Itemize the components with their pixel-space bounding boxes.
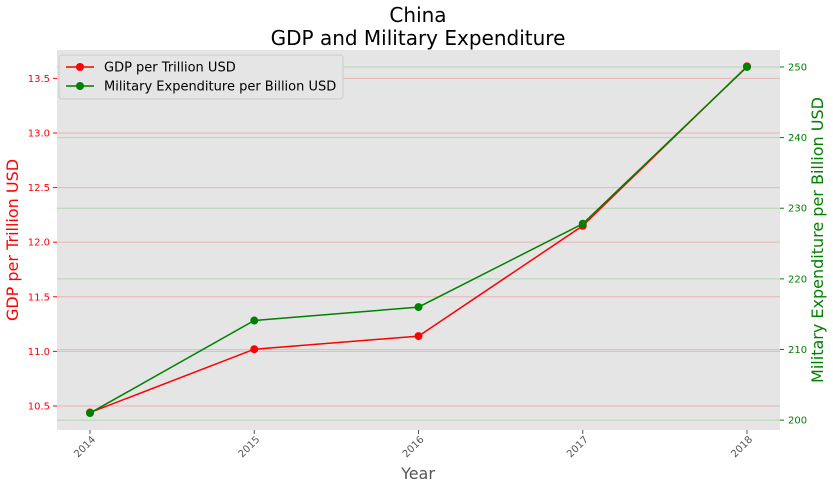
data-point-military (743, 62, 751, 71)
data-point-military (578, 219, 587, 228)
chart-title: China (389, 3, 446, 27)
left-tick-label: 12.5 (28, 183, 50, 194)
legend-marker-military (76, 82, 84, 90)
x-axis-label: Year (400, 464, 435, 483)
left-tick-labels: 10.5 11.0 11.5 12.0 12.5 13.0 13.5 (28, 74, 57, 412)
data-point-military (86, 409, 94, 418)
left-tick-label: 12.0 (28, 238, 50, 249)
right-tick-label: 200 (788, 416, 807, 427)
x-tick-labels: 2014 2015 2016 2017 2018 (72, 430, 755, 460)
legend-box (58, 54, 344, 100)
x-tick-label: 2014 (72, 434, 98, 460)
right-tick-labels: 200 210 220 230 240 250 (780, 62, 807, 427)
x-tick-label: 2018 (729, 434, 755, 460)
x-tick-label: 2017 (565, 434, 591, 460)
x-tick-label: 2015 (237, 434, 263, 460)
legend-marker-gdp (76, 63, 84, 71)
right-tick-label: 230 (788, 204, 807, 215)
data-point-gdp (250, 345, 259, 354)
left-axis-label: GDP per Trillion USD (3, 159, 22, 321)
series-layer (86, 62, 751, 418)
data-point-military (250, 316, 259, 325)
right-tick-label: 220 (788, 274, 807, 285)
right-tick-label: 210 (788, 345, 807, 356)
left-tick-label: 13.0 (28, 128, 50, 139)
right-axis-label: Military Expenditure per Billion USD (808, 97, 827, 383)
left-tick-label: 13.5 (28, 74, 50, 85)
right-tick-label: 250 (788, 62, 807, 73)
legend-label-military: Military Expenditure per Billion USD (104, 80, 336, 95)
left-tick-label: 10.5 (28, 401, 50, 412)
right-tick-label: 240 (788, 133, 807, 144)
data-point-gdp (414, 332, 423, 341)
left-tick-label: 11.0 (28, 347, 50, 358)
legend-label-gdp: GDP per Trillion USD (104, 61, 236, 76)
data-point-military (414, 303, 423, 312)
x-tick-label: 2016 (401, 434, 427, 460)
left-tick-label: 11.5 (28, 292, 50, 303)
chart-subtitle: GDP and Military Expenditure (271, 26, 566, 50)
legend: GDP per Trillion USD Military Expenditure… (58, 54, 344, 100)
plot-area (57, 50, 780, 430)
